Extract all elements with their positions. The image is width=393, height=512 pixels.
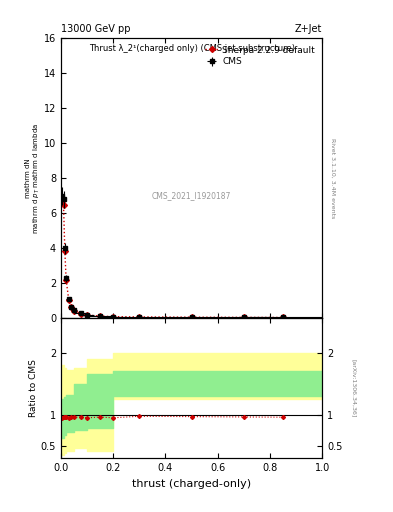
Text: Thrust λ_2¹(charged only) (CMS jet substructure): Thrust λ_2¹(charged only) (CMS jet subst… (88, 44, 295, 53)
Sherpa 2.2.9 default (61, 202, 66, 208)
Sherpa 2.2.9 default (137, 314, 142, 320)
Y-axis label: mathrm dN
mathrm d $p_T$ mathrm d lambda: mathrm dN mathrm d $p_T$ mathrm d lambda (25, 123, 42, 234)
Line: Sherpa 2.2.9 default: Sherpa 2.2.9 default (60, 201, 285, 319)
Sherpa 2.2.9 default (281, 314, 285, 321)
Text: Z+Jet: Z+Jet (295, 24, 322, 34)
X-axis label: thrust (charged-only): thrust (charged-only) (132, 479, 251, 488)
Sherpa 2.2.9 default (64, 276, 68, 283)
Sherpa 2.2.9 default (62, 248, 67, 254)
Y-axis label: [arXiv:1306.34,36]: [arXiv:1306.34,36] (351, 359, 356, 417)
Sherpa 2.2.9 default (189, 314, 194, 321)
Sherpa 2.2.9 default (241, 314, 246, 321)
Sherpa 2.2.9 default (85, 312, 90, 318)
Sherpa 2.2.9 default (69, 304, 74, 310)
Sherpa 2.2.9 default (78, 310, 83, 316)
Y-axis label: Ratio to CMS: Ratio to CMS (29, 359, 38, 417)
Sherpa 2.2.9 default (98, 313, 103, 319)
Legend: Sherpa 2.2.9 default, CMS: Sherpa 2.2.9 default, CMS (202, 43, 318, 69)
Sherpa 2.2.9 default (60, 200, 64, 206)
Sherpa 2.2.9 default (111, 313, 116, 319)
Text: CMS_2021_I1920187: CMS_2021_I1920187 (152, 190, 231, 200)
Text: 13000 GeV pp: 13000 GeV pp (61, 24, 130, 34)
Y-axis label: Rivet 3.1.10, 3.4M events: Rivet 3.1.10, 3.4M events (331, 138, 336, 219)
Sherpa 2.2.9 default (72, 308, 76, 314)
Sherpa 2.2.9 default (66, 297, 71, 303)
